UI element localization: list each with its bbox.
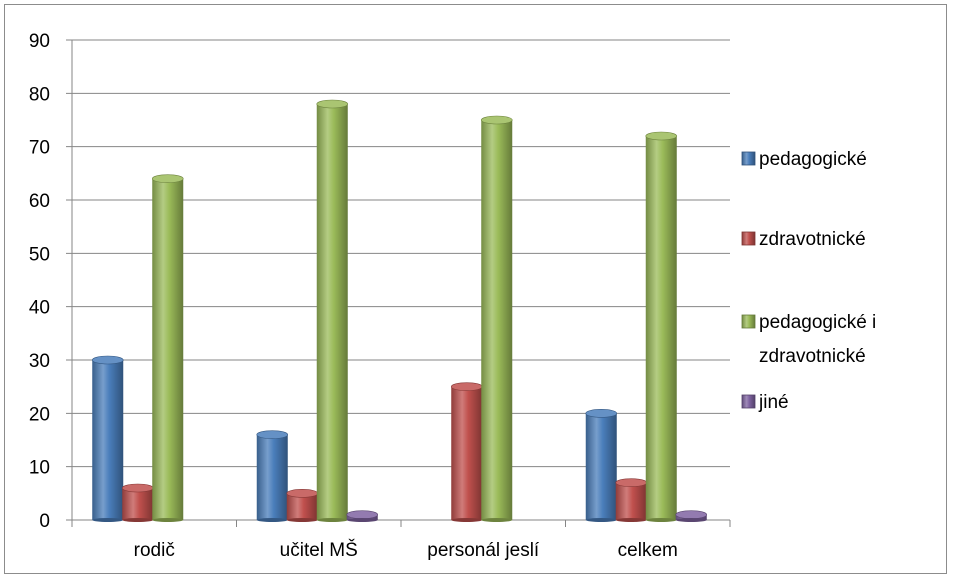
bar: [121, 483, 154, 522]
legend: pedagogické zdravotnické pedagogické i zdra…: [741, 149, 876, 413]
y-tick-label: 70: [29, 138, 50, 159]
legend-swatch: [741, 394, 756, 409]
y-tick-label: 40: [29, 298, 50, 319]
y-tick-label: 60: [29, 191, 50, 212]
legend-item: pedagogické: [741, 149, 867, 170]
bar: [615, 478, 648, 522]
y-tick-label: 10: [29, 458, 50, 479]
bar: [346, 510, 379, 522]
bar: [316, 99, 349, 522]
x-tick-label: učitel MŠ: [280, 539, 358, 561]
bars: [91, 99, 708, 522]
bar: [91, 355, 124, 522]
bar: [675, 510, 708, 522]
y-tick-label: 20: [29, 404, 50, 425]
x-tick-label: celkem: [618, 540, 678, 561]
y-axis: 0 10 20 30 40 50 60 70 80 90: [29, 31, 73, 532]
legend-label: zdravotnické: [759, 346, 866, 367]
legend-item: pedagogické i zdravotnické: [741, 312, 876, 367]
y-tick-label: 30: [29, 351, 50, 372]
legend-label: pedagogické i: [759, 312, 876, 333]
legend-item: jiné: [741, 392, 789, 413]
legend-label: jiné: [758, 392, 789, 413]
y-tick-label: 0: [39, 511, 50, 532]
bar: [256, 430, 289, 522]
legend-swatch: [741, 314, 756, 329]
x-tick-label: rodič: [134, 540, 175, 561]
bar: [450, 382, 483, 522]
bar: [286, 489, 319, 522]
x-tick-label: personál jeslí: [427, 540, 540, 561]
legend-item: zdravotnické: [741, 229, 866, 250]
x-axis: rodič učitel MŠ personál jeslí celkem: [71, 519, 731, 561]
legend-swatch: [741, 151, 756, 166]
bar: [585, 409, 618, 522]
y-tick-label: 50: [29, 244, 50, 265]
bar: [151, 174, 184, 522]
y-tick-label: 90: [29, 31, 50, 52]
legend-label: pedagogické: [759, 149, 867, 170]
bar: [480, 115, 513, 522]
legend-swatch: [741, 231, 756, 246]
bar: [645, 131, 678, 522]
y-tick-label: 80: [29, 84, 50, 105]
legend-label: zdravotnické: [759, 229, 866, 250]
